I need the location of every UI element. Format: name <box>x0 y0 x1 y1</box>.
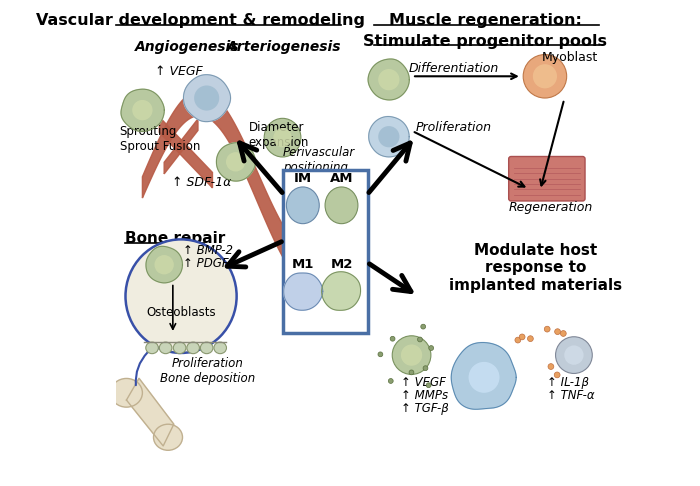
Ellipse shape <box>294 283 312 300</box>
Ellipse shape <box>286 187 319 224</box>
Text: ↑ MMPs: ↑ MMPs <box>401 389 448 402</box>
Circle shape <box>390 336 395 341</box>
Ellipse shape <box>292 193 314 218</box>
Ellipse shape <box>556 337 592 373</box>
Circle shape <box>378 352 383 357</box>
Ellipse shape <box>174 342 186 354</box>
Circle shape <box>515 337 521 343</box>
Ellipse shape <box>194 86 219 111</box>
Text: Sprouting
Sprout Fusion: Sprouting Sprout Fusion <box>120 124 200 153</box>
Text: Stimulate progenitor pools: Stimulate progenitor pools <box>363 34 608 49</box>
Circle shape <box>561 330 566 336</box>
Ellipse shape <box>523 54 567 98</box>
Ellipse shape <box>468 362 500 393</box>
Circle shape <box>429 346 433 350</box>
Polygon shape <box>321 272 360 310</box>
Ellipse shape <box>378 69 400 90</box>
Text: ↑ PDGF: ↑ PDGF <box>183 257 228 270</box>
Polygon shape <box>369 117 409 157</box>
Ellipse shape <box>564 346 584 365</box>
Text: ↑ BMP-2: ↑ BMP-2 <box>183 244 232 257</box>
Circle shape <box>554 329 561 334</box>
Ellipse shape <box>153 424 183 451</box>
Ellipse shape <box>146 342 158 354</box>
Text: Proliferation
Bone deposition: Proliferation Bone deposition <box>160 357 256 384</box>
Polygon shape <box>216 143 256 181</box>
Text: Differentiation: Differentiation <box>409 62 499 75</box>
Text: IM: IM <box>294 172 312 185</box>
Ellipse shape <box>132 100 153 120</box>
Circle shape <box>417 337 422 342</box>
Circle shape <box>519 334 525 340</box>
Polygon shape <box>127 378 174 446</box>
Circle shape <box>545 326 550 332</box>
Ellipse shape <box>155 255 174 275</box>
Text: Modulate host
response to
implanted materials: Modulate host response to implanted mate… <box>449 243 622 293</box>
Ellipse shape <box>331 193 352 218</box>
Ellipse shape <box>200 342 213 354</box>
Text: Muscle regeneration:: Muscle regeneration: <box>389 14 582 29</box>
Text: Myoblast: Myoblast <box>542 51 598 64</box>
Ellipse shape <box>533 64 557 88</box>
Text: ↑ VEGF: ↑ VEGF <box>155 65 202 78</box>
Ellipse shape <box>264 118 301 157</box>
Polygon shape <box>284 273 323 310</box>
Text: ↑ TNF-α: ↑ TNF-α <box>547 389 595 402</box>
Ellipse shape <box>401 345 422 366</box>
Circle shape <box>528 336 533 342</box>
Ellipse shape <box>274 128 292 147</box>
Polygon shape <box>121 89 164 131</box>
Circle shape <box>423 366 428 371</box>
FancyBboxPatch shape <box>283 170 368 333</box>
Polygon shape <box>160 117 213 188</box>
Text: Regeneration: Regeneration <box>509 201 593 214</box>
Ellipse shape <box>125 240 237 353</box>
Ellipse shape <box>111 379 142 407</box>
Text: M2: M2 <box>330 258 353 271</box>
Circle shape <box>426 383 431 388</box>
Text: Proliferation: Proliferation <box>416 121 492 134</box>
Text: Osteoblasts: Osteoblasts <box>146 306 216 319</box>
Circle shape <box>421 324 426 329</box>
Text: Vascular development & remodeling: Vascular development & remodeling <box>36 14 365 29</box>
Circle shape <box>389 379 393 383</box>
Polygon shape <box>452 343 516 409</box>
Circle shape <box>548 364 554 369</box>
Polygon shape <box>142 90 292 272</box>
Ellipse shape <box>332 283 350 300</box>
Ellipse shape <box>160 342 172 354</box>
Ellipse shape <box>214 342 227 354</box>
Circle shape <box>409 370 414 375</box>
Ellipse shape <box>187 342 199 354</box>
Polygon shape <box>368 59 409 100</box>
Text: Bone repair: Bone repair <box>125 231 225 246</box>
Ellipse shape <box>226 152 245 172</box>
Text: Perivascular
positioning: Perivascular positioning <box>283 146 355 174</box>
Polygon shape <box>183 75 230 122</box>
Text: ↑ TGF-β: ↑ TGF-β <box>401 402 449 415</box>
Text: AM: AM <box>330 172 354 185</box>
Polygon shape <box>164 119 198 174</box>
FancyBboxPatch shape <box>509 156 585 201</box>
Text: Angiogenesis: Angiogenesis <box>135 40 239 54</box>
Text: Diameter
expansion: Diameter expansion <box>248 121 309 149</box>
Text: Arteriogenesis: Arteriogenesis <box>227 40 342 54</box>
Text: ↑ IL-1β: ↑ IL-1β <box>547 376 589 389</box>
Ellipse shape <box>325 187 358 224</box>
Text: M1: M1 <box>292 258 314 271</box>
Ellipse shape <box>392 336 431 374</box>
Text: ↑ VEGF: ↑ VEGF <box>401 376 446 389</box>
Text: ↑ SDF-1α: ↑ SDF-1α <box>172 176 232 190</box>
Circle shape <box>554 372 560 378</box>
Polygon shape <box>146 246 183 283</box>
Ellipse shape <box>378 126 400 147</box>
